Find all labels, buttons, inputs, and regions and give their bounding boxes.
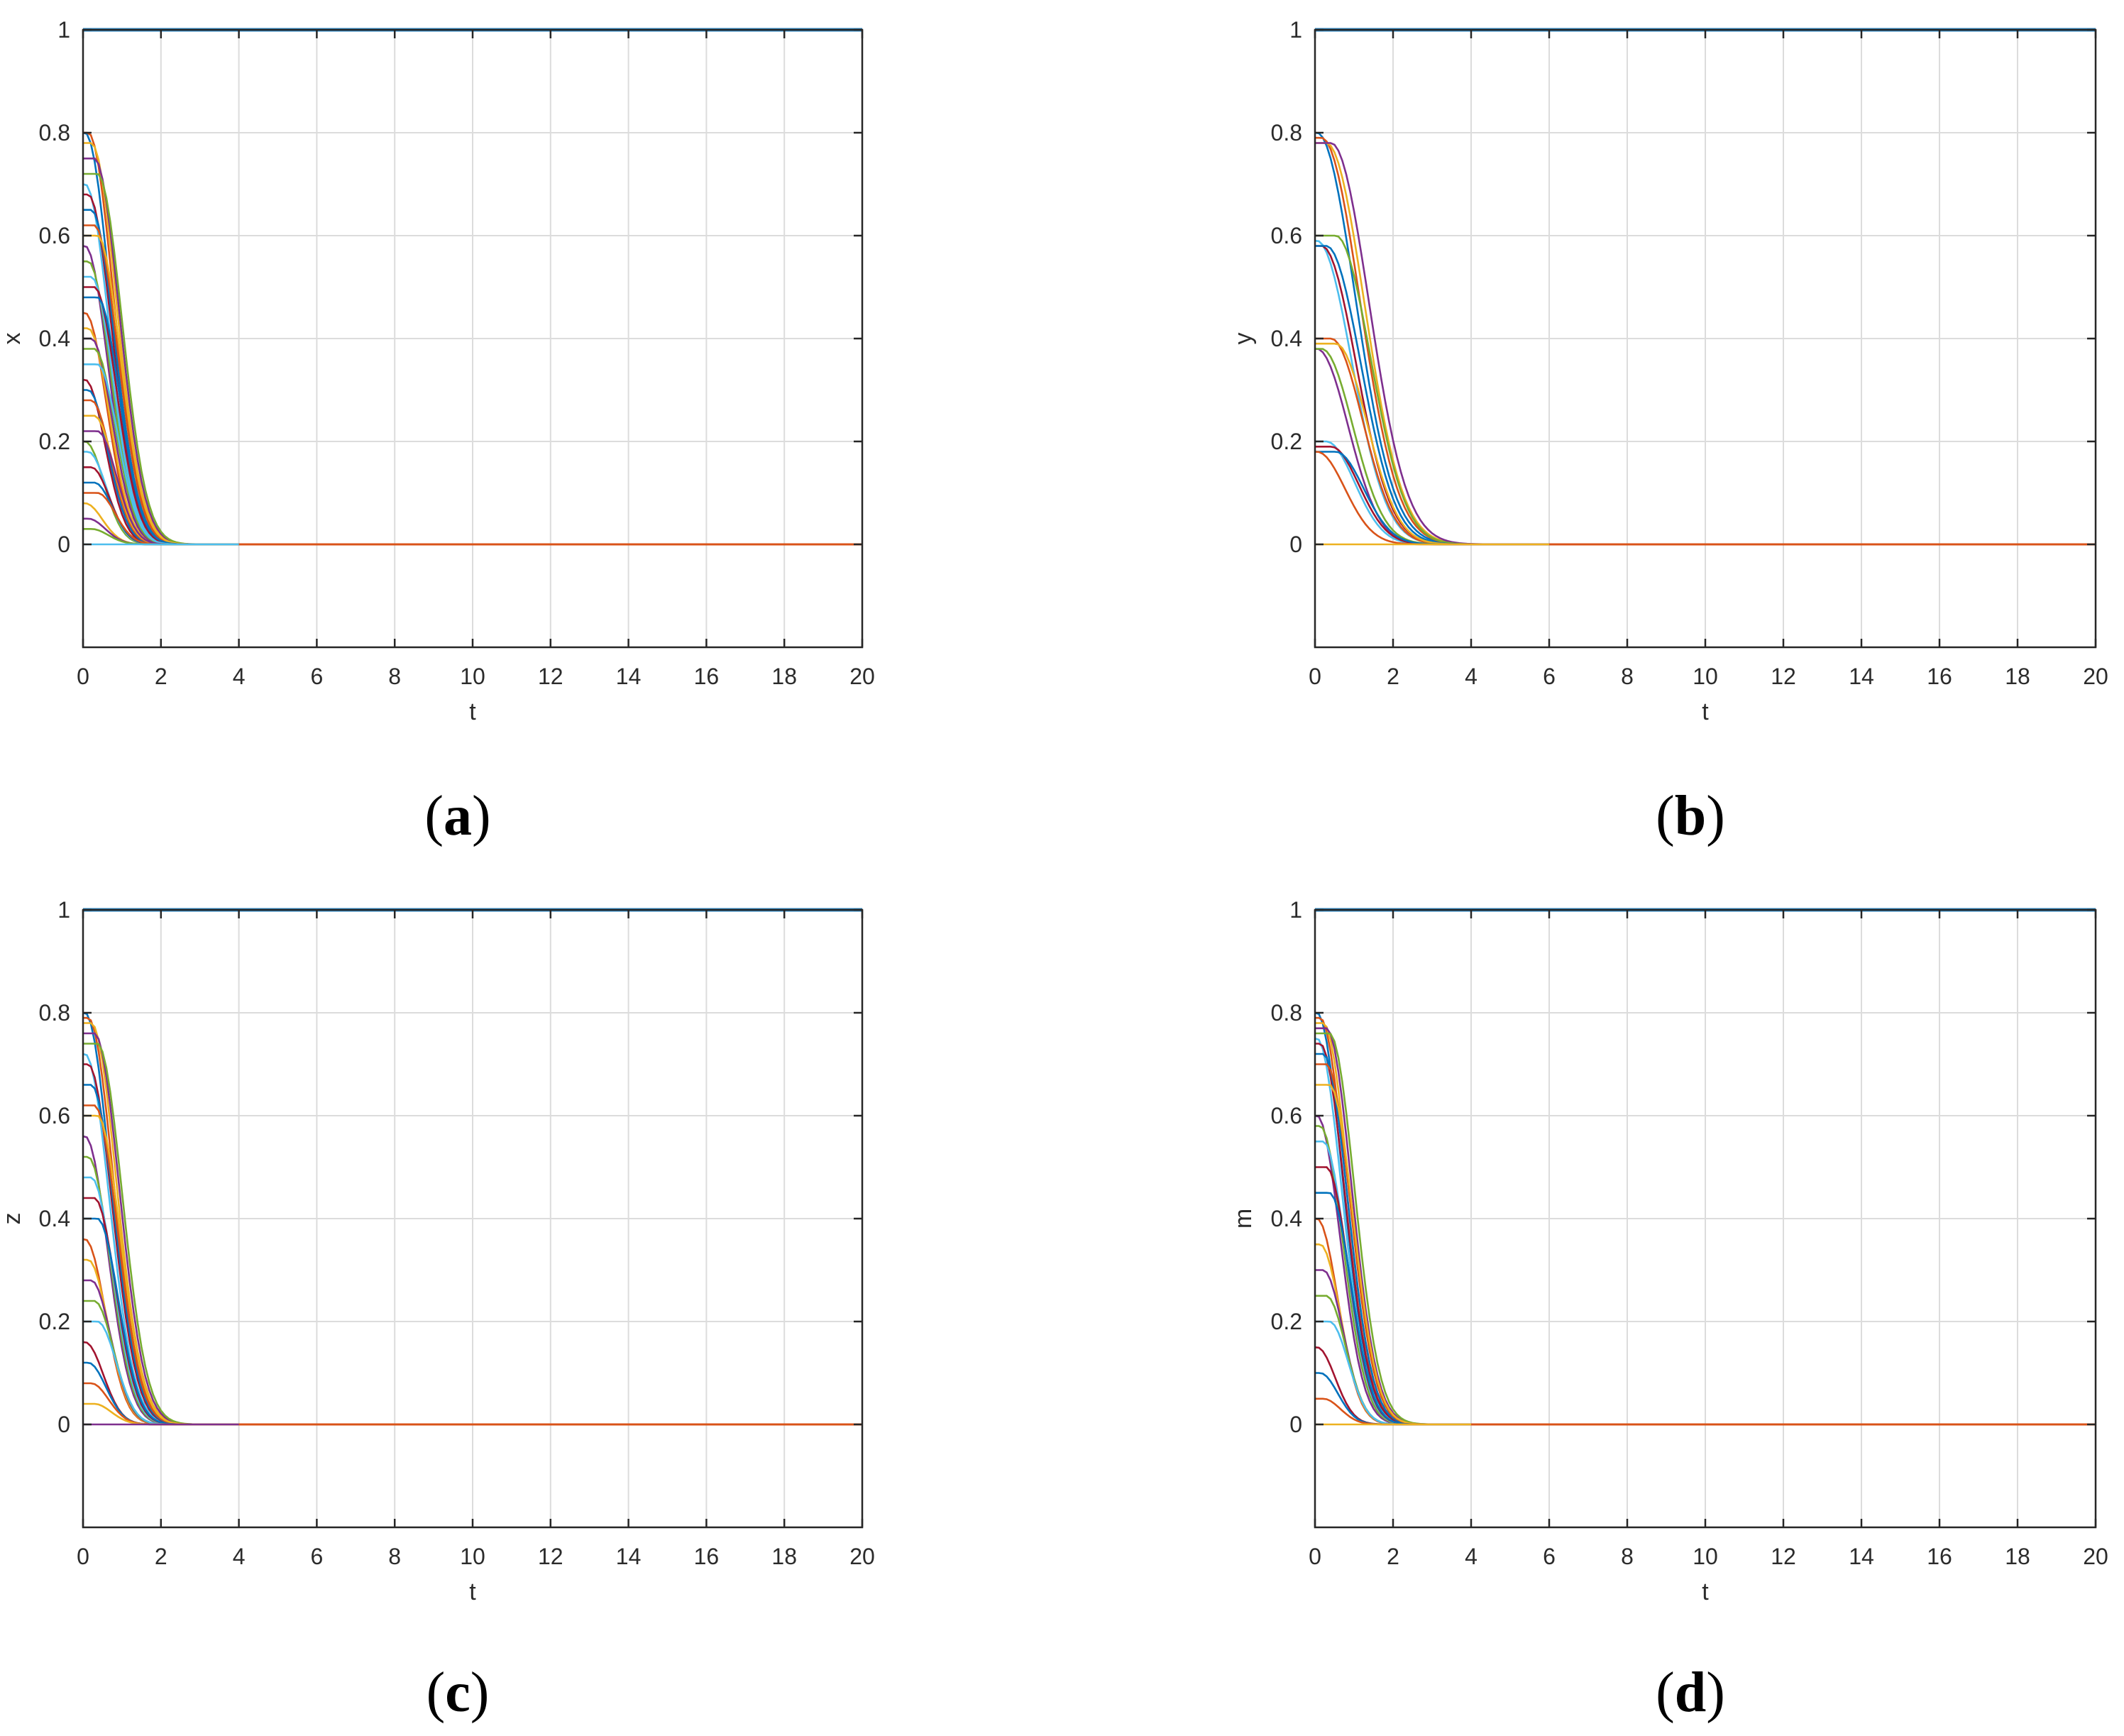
x-tick-label: 10 (1693, 1544, 1718, 1569)
chart-c: 0 2 4 6 8 10 12 14 16 18 20 0 0.2 0.4 0.6 0.8 1 t z (0, 897, 875, 1605)
grid (1314, 29, 2096, 647)
y-tick-label: 0.6 (1271, 223, 1302, 248)
x-tick-label: 14 (616, 664, 642, 689)
y-tick-label: 0.2 (39, 1309, 70, 1334)
grid (82, 909, 863, 1527)
x-tick-label: 2 (1387, 664, 1399, 689)
y-tick-label: 0 (1289, 1412, 1302, 1437)
y-tick-label: 1 (1289, 17, 1302, 43)
y-tick-label: 1 (57, 17, 70, 43)
x-tick-label: 2 (1387, 1544, 1399, 1569)
chart-d: 0 2 4 6 8 10 12 14 16 18 20 0 0.2 0.4 0.6 0.8 1 t m (1230, 897, 2108, 1605)
x-tick-label: 16 (1927, 664, 1952, 689)
chart-b: 0 2 4 6 8 10 12 14 16 18 20 0 0.2 0.4 0.6 0.8 1 t y (1230, 17, 2108, 725)
x-tick-label: 0 (1309, 664, 1321, 689)
y-tick-label: 0.4 (39, 1206, 70, 1231)
caption-a: (a) (424, 785, 491, 847)
x-axis-label: t (469, 698, 476, 725)
x-tick-label: 6 (1543, 664, 1556, 689)
x-tick-label: 14 (1849, 1544, 1874, 1569)
y-tick-label: 0.6 (39, 1103, 70, 1128)
panel-c: 0 2 4 6 8 10 12 14 16 18 20 0 0.2 0.4 0.6 0.8 1 t z (0, 880, 923, 1629)
y-tick-label: 0.8 (39, 1000, 70, 1026)
x-axis-label: t (1702, 698, 1709, 725)
y-tick-label: 0.8 (1271, 120, 1302, 145)
y-axis-label: y (1231, 333, 1257, 345)
grid (1314, 909, 2096, 1527)
x-tick-label: 8 (388, 664, 401, 689)
y-tick-label: 0.8 (39, 120, 70, 145)
x-axis-label: t (469, 1578, 476, 1605)
y-tick-label: 0 (57, 1412, 70, 1437)
panel-b: 0 2 4 6 8 10 12 14 16 18 20 0 0.2 0.4 0.6 0.8 1 t y (1230, 0, 2124, 749)
ticks: 0 2 4 6 8 10 12 14 16 18 20 0 0.2 0.4 0.6 0.8 1 (1271, 897, 2108, 1569)
x-tick-label: 6 (311, 664, 324, 689)
x-tick-label: 2 (155, 1544, 167, 1569)
y-axis-label: z (0, 1213, 26, 1225)
series-lines (82, 908, 862, 1426)
x-tick-label: 18 (771, 664, 797, 689)
y-tick-label: 0.8 (1271, 1000, 1302, 1026)
ticks: 0 2 4 6 8 10 12 14 16 18 20 0 0.2 0.4 0.6 0.8 1 (1271, 17, 2108, 689)
y-tick-label: 0.4 (1271, 326, 1302, 351)
y-tick-label: 0.6 (1271, 1103, 1302, 1128)
chart-a: 0 2 4 6 8 10 12 14 16 18 20 0 0.2 0.4 0.6 0.8 1 t x (0, 17, 875, 725)
y-tick-label: 0.4 (1271, 1206, 1302, 1231)
x-tick-label: 20 (849, 1544, 875, 1569)
x-tick-label: 4 (233, 1544, 246, 1569)
y-axis-label: m (1231, 1209, 1257, 1229)
x-tick-label: 6 (1543, 1544, 1556, 1569)
x-axis-label: t (1702, 1578, 1709, 1605)
y-tick-label: 0.4 (39, 326, 70, 351)
ticks: 0 2 4 6 8 10 12 14 16 18 20 0 0.2 0.4 0.6 0.8 1 (39, 17, 875, 689)
x-tick-label: 12 (1771, 664, 1796, 689)
x-tick-label: 6 (311, 1544, 324, 1569)
x-tick-label: 8 (1621, 664, 1634, 689)
ticks: 0 2 4 6 8 10 12 14 16 18 20 0 0.2 0.4 0.6 0.8 1 (39, 897, 875, 1569)
x-tick-label: 12 (1771, 1544, 1796, 1569)
caption-d: (d) (1656, 1661, 1725, 1724)
x-tick-label: 16 (1927, 1544, 1952, 1569)
x-tick-label: 18 (2005, 1544, 2030, 1569)
y-tick-label: 0.2 (1271, 429, 1302, 454)
x-tick-label: 20 (849, 664, 875, 689)
x-tick-label: 16 (694, 664, 720, 689)
grid (82, 29, 863, 647)
x-tick-label: 8 (388, 1544, 401, 1569)
x-tick-label: 4 (233, 664, 246, 689)
series-lines (82, 28, 862, 546)
caption-c: (c) (426, 1661, 490, 1724)
x-tick-label: 20 (2083, 1544, 2108, 1569)
y-tick-label: 0.6 (39, 223, 70, 248)
x-tick-label: 20 (2083, 664, 2108, 689)
x-tick-label: 10 (460, 664, 485, 689)
y-axis-label: x (0, 333, 26, 345)
y-tick-label: 0 (57, 532, 70, 557)
x-tick-label: 4 (1465, 664, 1478, 689)
panel-d: 0 2 4 6 8 10 12 14 16 18 20 0 0.2 0.4 0.6 0.8 1 t m (1230, 880, 2124, 1629)
y-tick-label: 1 (1289, 897, 1302, 923)
y-tick-label: 0 (1289, 532, 1302, 557)
x-tick-label: 0 (77, 664, 89, 689)
x-tick-label: 18 (2005, 664, 2030, 689)
caption-b: (b) (1656, 785, 1725, 847)
y-tick-label: 1 (57, 897, 70, 923)
x-tick-label: 2 (155, 664, 167, 689)
x-tick-label: 10 (460, 1544, 485, 1569)
x-tick-label: 12 (538, 664, 563, 689)
x-tick-label: 10 (1693, 664, 1718, 689)
y-tick-label: 0.2 (1271, 1309, 1302, 1334)
x-tick-label: 0 (77, 1544, 89, 1569)
x-tick-label: 12 (538, 1544, 563, 1569)
panel-a: 0 2 4 6 8 10 12 14 16 18 20 0 0.2 0.4 0.6 0.8 1 t x (0, 0, 923, 749)
x-tick-label: 16 (694, 1544, 720, 1569)
x-tick-label: 14 (1849, 664, 1874, 689)
x-tick-label: 4 (1465, 1544, 1478, 1569)
x-tick-label: 8 (1621, 1544, 1634, 1569)
x-tick-label: 14 (616, 1544, 642, 1569)
x-tick-label: 18 (771, 1544, 797, 1569)
y-tick-label: 0.2 (39, 429, 70, 454)
x-tick-label: 0 (1309, 1544, 1321, 1569)
